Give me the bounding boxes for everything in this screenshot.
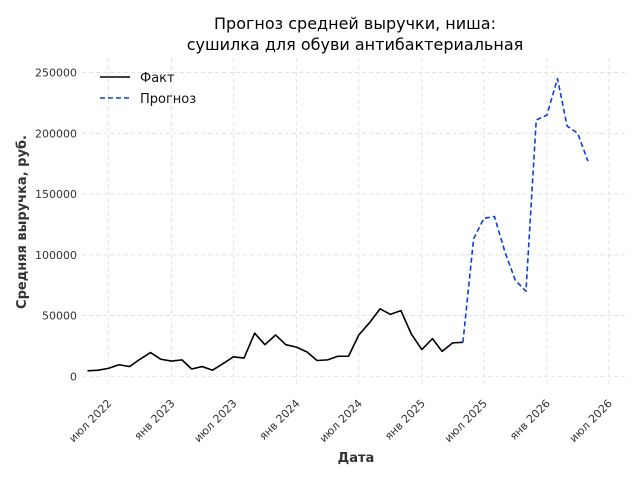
legend-label-forecast: Прогноз (140, 92, 196, 107)
x-tick-label: янв 2026 (507, 397, 553, 443)
series-layer (87, 77, 589, 372)
x-tick-label: июл 2026 (567, 397, 615, 445)
series-line-fact (87, 308, 463, 372)
x-tick-label: июл 2023 (191, 397, 239, 445)
series-line-forecast (462, 77, 589, 343)
y-axis-label: Средняя выручка, руб. (15, 135, 30, 309)
x-tick-label: янв 2025 (382, 397, 428, 443)
legend-label-fact: Факт (140, 71, 175, 86)
chart-title-line1: Прогноз средней выручки, ниша: (214, 14, 496, 33)
y-tick-label: 50000 (42, 310, 77, 323)
grid (82, 58, 626, 386)
legend: Факт Прогноз (100, 71, 196, 107)
x-axis-ticks: июл 2022 янв 2023 июл 2023 янв 2024 июл 2024… (66, 397, 615, 445)
x-tick-label: янв 2023 (132, 397, 178, 443)
y-tick-label: 200000 (35, 127, 77, 140)
y-tick-label: 0 (70, 370, 77, 383)
y-tick-label: 250000 (35, 67, 77, 80)
x-tick-label: июл 2025 (442, 397, 490, 445)
x-tick-label: янв 2024 (257, 397, 303, 443)
y-axis-ticks: 0 50000 100000 150000 200000 250000 (35, 67, 77, 384)
x-axis-label: Дата (338, 451, 375, 466)
chart-title-line2: сушилка для обуви антибактериальная (187, 35, 524, 54)
x-tick-label: июл 2022 (66, 397, 114, 445)
y-tick-label: 150000 (35, 188, 77, 201)
y-tick-label: 100000 (35, 249, 77, 262)
x-tick-label: июл 2024 (317, 397, 365, 445)
